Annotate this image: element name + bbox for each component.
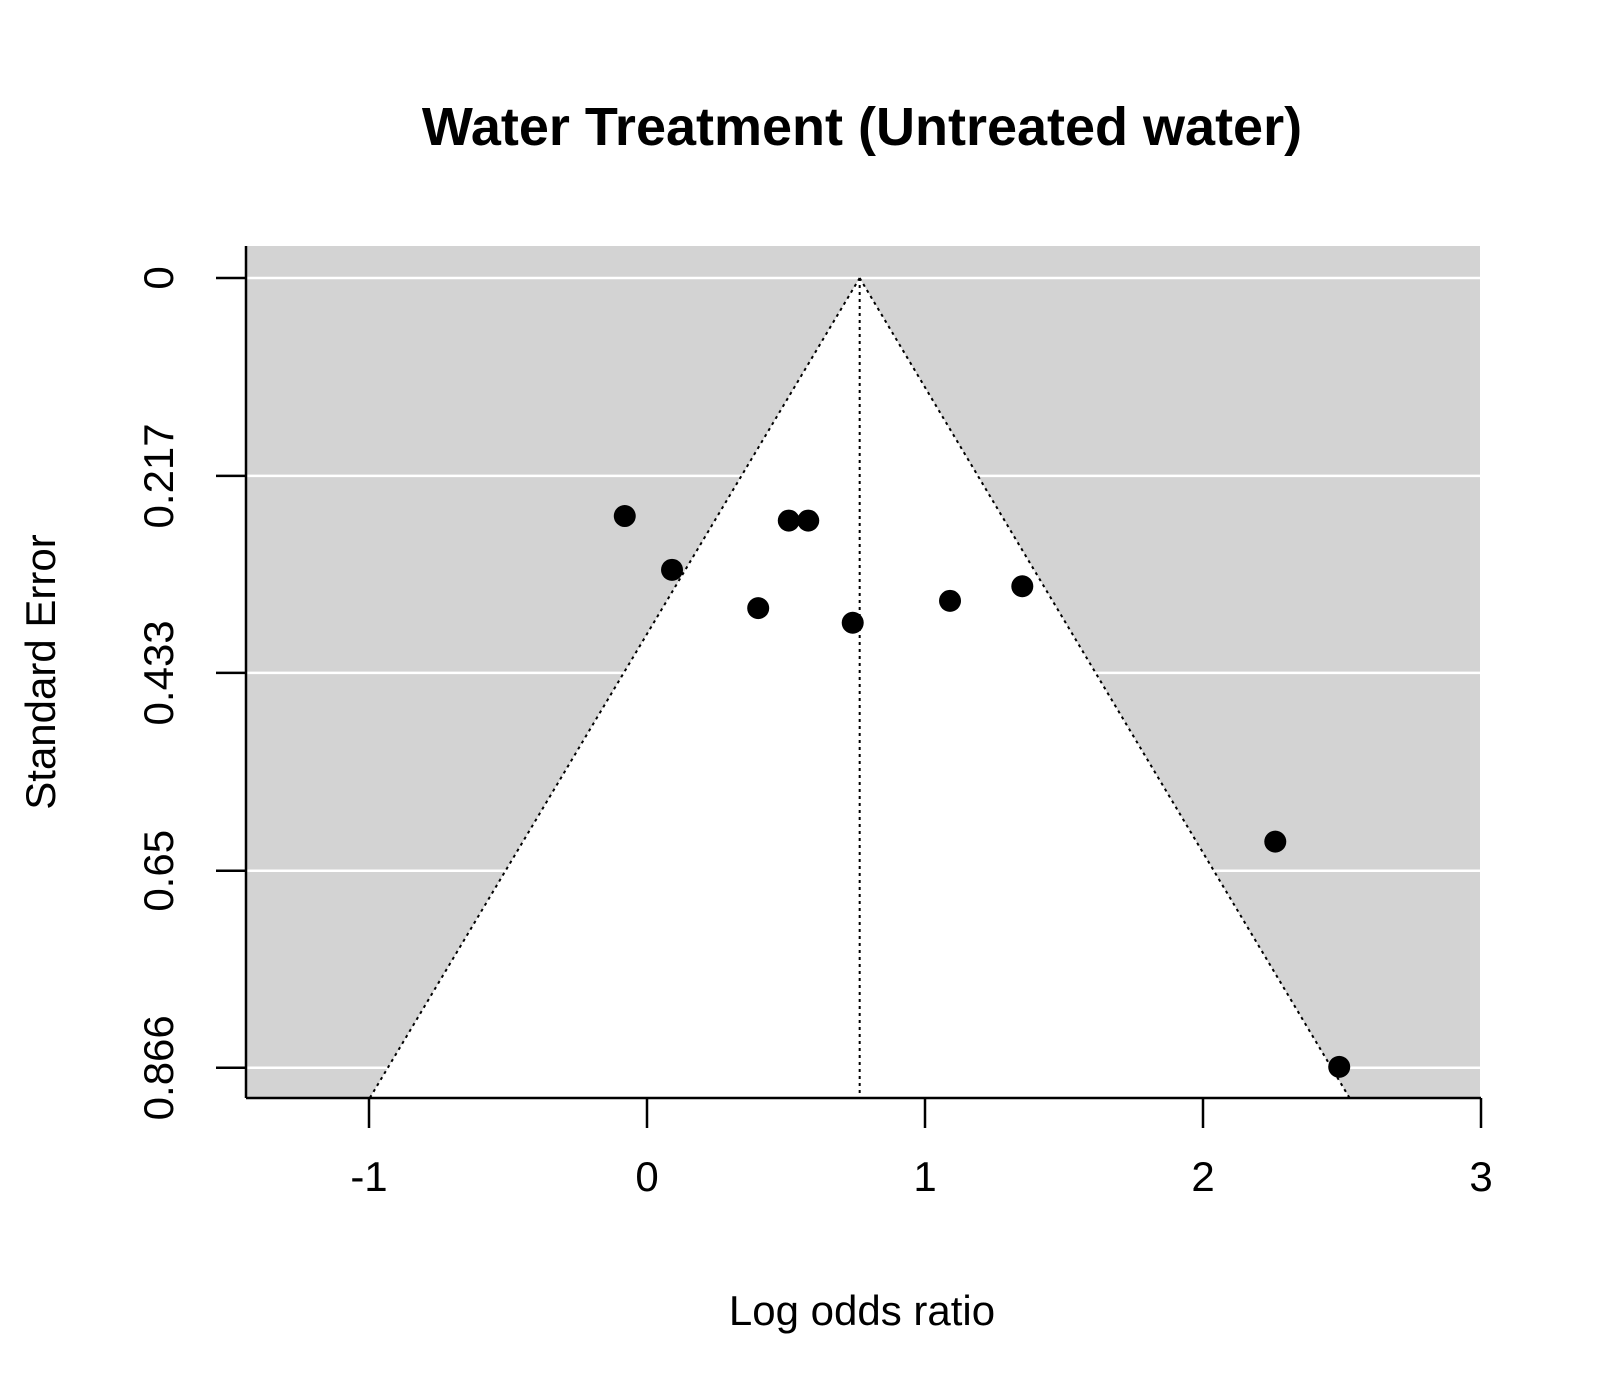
funnel-right-line — [858, 277, 1351, 1100]
y-tick-label-0: 0 — [135, 266, 182, 289]
axes: -1 0 1 2 3 0 0.217 0.433 0.65 0.866 — [135, 246, 1493, 1200]
study-point-2 — [661, 558, 684, 581]
x-tick-label-0: -1 — [350, 1153, 387, 1200]
y-tick-label-4: 0.866 — [135, 1015, 182, 1120]
study-point-8 — [1011, 575, 1034, 598]
x-tick-label-3: 2 — [1191, 1153, 1214, 1200]
study-point-7 — [939, 589, 962, 612]
x-tick-label-1: 0 — [635, 1153, 658, 1200]
study-point-5 — [797, 509, 820, 532]
x-tick-label-2: 1 — [913, 1153, 936, 1200]
y-tick-label-1: 0.217 — [135, 423, 182, 528]
study-point-4 — [777, 509, 800, 532]
funnel-lines — [368, 277, 1351, 1100]
study-point-1 — [613, 505, 636, 528]
funnel-region — [369, 278, 1351, 1099]
study-point-3 — [747, 597, 770, 620]
x-axis-title: Log odds ratio — [729, 1287, 995, 1334]
x-tick-label-4: 3 — [1469, 1153, 1492, 1200]
y-axis-title: Standard Error — [17, 534, 64, 809]
study-point-6 — [841, 611, 864, 634]
chart-title: Water Treatment (Untreated water) — [422, 97, 1302, 157]
study-points — [613, 505, 1351, 1078]
y-tick-label-2: 0.433 — [135, 620, 182, 725]
funnel-left-line — [368, 277, 861, 1100]
study-point-9 — [1264, 830, 1287, 853]
y-tick-label-3: 0.65 — [135, 830, 182, 912]
study-point-10 — [1328, 1055, 1351, 1078]
